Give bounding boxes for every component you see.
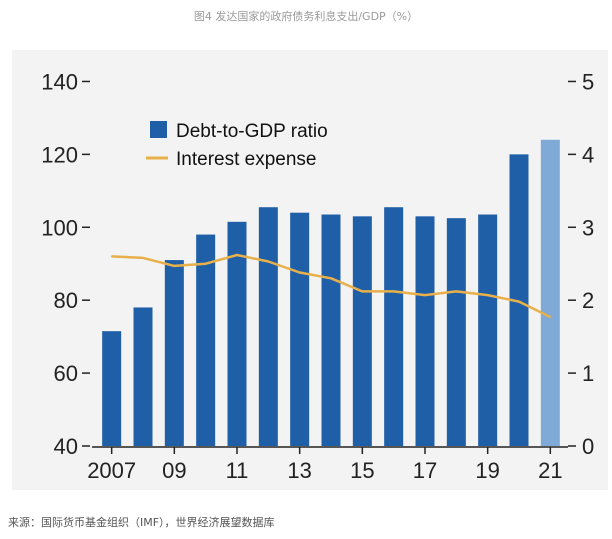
left-y-axis: 40 60 80 100 120 140 bbox=[41, 69, 90, 459]
x-tick-label: 15 bbox=[350, 458, 374, 483]
right-tick-label: 1 bbox=[582, 361, 594, 386]
interest-point-2007 bbox=[110, 255, 113, 258]
interest-line-group bbox=[110, 253, 552, 319]
left-tick-label: 40 bbox=[54, 434, 78, 459]
interest-point-2018 bbox=[455, 290, 458, 293]
debt-bar-2019 bbox=[478, 214, 498, 446]
interest-point-2016 bbox=[392, 290, 395, 293]
left-tick-label: 80 bbox=[54, 288, 78, 313]
debt-bar-2014 bbox=[321, 214, 341, 446]
debt-bar-2011 bbox=[227, 221, 247, 446]
debt-bar-2018 bbox=[446, 218, 466, 446]
debt-bar-2007 bbox=[102, 331, 122, 446]
left-tick-label: 60 bbox=[54, 361, 78, 386]
right-tick-label: 0 bbox=[582, 434, 594, 459]
debt-bar-2015 bbox=[352, 216, 372, 446]
x-tick-label: 17 bbox=[413, 458, 437, 483]
right-tick-label: 5 bbox=[582, 69, 594, 94]
legend-swatch-debt bbox=[150, 121, 167, 138]
page-title: 图4 发达国家的政府债务利息支出/GDP（%） bbox=[193, 10, 419, 23]
legend: Debt-to-GDP ratio Interest expense bbox=[146, 121, 328, 170]
interest-point-2011 bbox=[236, 254, 238, 256]
x-tick-label: 11 bbox=[226, 458, 249, 483]
right-tick-label: 2 bbox=[582, 288, 594, 313]
debt-bar-2021 bbox=[540, 139, 560, 447]
x-tick-label: 2007 bbox=[87, 458, 136, 483]
interest-point-2009 bbox=[173, 265, 176, 267]
left-tick-label: 140 bbox=[41, 69, 78, 94]
interest-point-2020 bbox=[518, 300, 520, 303]
x-tick-label: 21 bbox=[538, 458, 562, 483]
source-note: 来源：国际货币基金组织（IMF），世界经济展望数据库 bbox=[8, 516, 275, 529]
x-tick-label: 09 bbox=[162, 458, 186, 483]
x-tick-label: 13 bbox=[287, 458, 311, 483]
interest-point-2012 bbox=[267, 260, 270, 263]
debt-bar-2009 bbox=[164, 260, 184, 446]
debt-bar-2016 bbox=[384, 207, 404, 446]
legend-label-debt: Debt-to-GDP ratio bbox=[176, 121, 328, 142]
left-tick-label: 100 bbox=[41, 215, 78, 240]
interest-point-2008 bbox=[142, 257, 144, 259]
interest-point-2017 bbox=[424, 294, 426, 296]
debt-bar-2008 bbox=[133, 307, 153, 446]
debt-bars bbox=[102, 139, 560, 447]
interest-point-2010 bbox=[204, 262, 207, 265]
debt-bar-2020 bbox=[509, 154, 529, 446]
debt-bar-2012 bbox=[258, 207, 278, 446]
legend-label-interest: Interest expense bbox=[176, 149, 316, 170]
interest-point-2019 bbox=[486, 294, 489, 296]
x-tick-label: 19 bbox=[475, 458, 499, 483]
debt-bar-2010 bbox=[196, 234, 216, 446]
right-tick-label: 4 bbox=[582, 142, 594, 167]
interest-point-2013 bbox=[298, 271, 301, 274]
right-y-axis: 0 1 2 3 4 5 bbox=[568, 69, 594, 459]
left-tick-label: 120 bbox=[41, 142, 78, 167]
debt-bar-2017 bbox=[415, 216, 435, 446]
right-tick-label: 3 bbox=[582, 215, 594, 240]
debt-bar-2013 bbox=[290, 212, 310, 446]
interest-point-2014 bbox=[330, 277, 332, 280]
interest-point-2021 bbox=[549, 316, 552, 318]
interest-point-2015 bbox=[361, 290, 364, 293]
x-axis: 2007 09 11 13 15 17 19 21 bbox=[87, 446, 568, 483]
